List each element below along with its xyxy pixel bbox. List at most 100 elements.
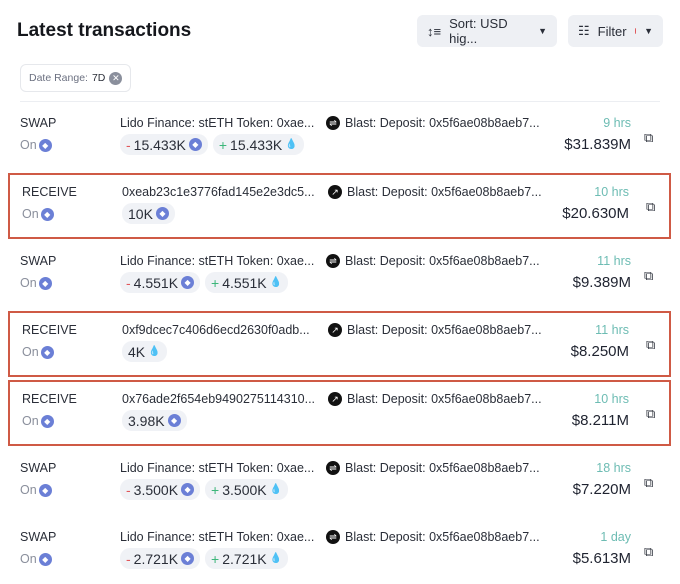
- amount-value: 4K: [128, 343, 146, 360]
- chain-label: On: [20, 276, 37, 290]
- sign: +: [211, 274, 220, 291]
- from-address[interactable]: Lido Finance: stETH Token: 0xae...: [120, 461, 315, 475]
- tx-type: SWAP: [20, 116, 57, 130]
- amount-value: 4.551K: [222, 274, 267, 291]
- to-address[interactable]: Blast: Deposit: 0x5f6ae08b8aeb7...: [345, 254, 540, 268]
- from-address[interactable]: 0xf9dcec7c406d6ecd2630f0adb...: [122, 323, 310, 337]
- chain-label: On: [22, 345, 39, 359]
- tx-time: 18 hrs: [596, 461, 631, 475]
- external-link-icon[interactable]: ⧉: [644, 544, 654, 559]
- eth-icon: ◆: [38, 552, 52, 566]
- transaction-row[interactable]: SWAP On ◆ Lido Finance: stETH Token: 0xae…: [8, 520, 671, 584]
- eth-icon: ◆: [181, 483, 195, 496]
- chain-label: On: [20, 552, 37, 566]
- from-address[interactable]: Lido Finance: stETH Token: 0xae...: [120, 254, 315, 268]
- eth-icon: ◆: [181, 276, 195, 289]
- usd-value: $9.389M: [572, 274, 631, 291]
- to-address[interactable]: Blast: Deposit: 0x5f6ae08b8aeb7...: [347, 392, 542, 406]
- sign: -: [126, 550, 131, 567]
- arrow-up-right-icon: ↗: [328, 185, 342, 199]
- amounts: -4.551K ◆ +4.551K 💧: [120, 272, 289, 293]
- to-address[interactable]: Blast: Deposit: 0x5f6ae08b8aeb7...: [347, 185, 542, 199]
- tx-time: 1 day: [600, 530, 631, 544]
- external-link-icon[interactable]: ⧉: [646, 199, 656, 214]
- steth-icon: 💧: [269, 277, 283, 288]
- transaction-row[interactable]: SWAP On ◆ Lido Finance: stETH Token: 0xae…: [8, 451, 671, 515]
- external-link-icon[interactable]: ⧉: [644, 130, 654, 145]
- steth-icon: 💧: [269, 484, 283, 495]
- to-address[interactable]: Blast: Deposit: 0x5f6ae08b8aeb7...: [345, 530, 540, 544]
- date-range-chip[interactable]: Date Range: 7D ✕: [20, 64, 132, 92]
- external-link-icon[interactable]: ⧉: [644, 268, 654, 283]
- from-address[interactable]: 0xeab23c1e3776fad145e2e3dc5...: [122, 185, 315, 199]
- chain: On ◆: [22, 207, 54, 221]
- tx-type: RECEIVE: [22, 185, 77, 199]
- eth-icon: ◆: [38, 138, 52, 152]
- eth-icon: ◆: [38, 276, 52, 290]
- tx-type: SWAP: [20, 254, 57, 268]
- to-address[interactable]: Blast: Deposit: 0x5f6ae08b8aeb7...: [345, 461, 540, 475]
- amount-value: 15.433K: [230, 136, 283, 153]
- usd-value: $5.613M: [572, 550, 631, 567]
- swap-icon: ⇌: [326, 530, 340, 544]
- amount-pill: +3.500K 💧: [205, 479, 289, 500]
- usd-value: $7.220M: [572, 481, 631, 498]
- external-link-icon[interactable]: ⧉: [646, 406, 656, 421]
- transaction-row[interactable]: SWAP On ◆ Lido Finance: stETH Token: 0xae…: [8, 244, 671, 308]
- tx-time: 9 hrs: [603, 116, 631, 130]
- usd-value: $31.839M: [564, 136, 631, 153]
- eth-icon: ◆: [38, 483, 52, 497]
- amount-value: 3.500K: [133, 481, 179, 498]
- caret-down-icon: ▼: [644, 26, 653, 36]
- filter-button[interactable]: ☷ Filter ▼: [568, 15, 663, 47]
- from-address[interactable]: 0x76ade2f654eb9490275114310...: [122, 392, 316, 406]
- usd-value: $20.630M: [562, 205, 629, 222]
- tx-time: 10 hrs: [594, 392, 629, 406]
- transaction-row[interactable]: RECEIVE On ◆ 0xeab23c1e3776fad145e2e3dc5.…: [8, 173, 671, 239]
- external-link-icon[interactable]: ⧉: [644, 475, 654, 490]
- amount-pill: -2.721K ◆: [120, 548, 201, 569]
- amount-pill: -4.551K ◆: [120, 272, 201, 293]
- close-icon[interactable]: ✕: [109, 71, 123, 85]
- swap-icon: ⇌: [326, 254, 340, 268]
- from-address[interactable]: Lido Finance: stETH Token: 0xae...: [120, 116, 315, 130]
- chain-label: On: [22, 414, 39, 428]
- arrow-up-right-icon: ↗: [328, 392, 342, 406]
- transaction-row[interactable]: SWAP On ◆ Lido Finance: stETH Token: 0xae…: [8, 106, 671, 170]
- chip-value: 7D: [91, 72, 106, 84]
- chain: On ◆: [22, 345, 54, 359]
- chain: On ◆: [20, 552, 52, 566]
- divider: [20, 101, 660, 102]
- tx-type: SWAP: [20, 530, 57, 544]
- chip-label: Date Range:: [29, 72, 88, 84]
- chain-label: On: [22, 207, 39, 221]
- usd-value: $8.211M: [571, 412, 629, 429]
- amount-pill: +15.433K 💧: [212, 134, 304, 155]
- amount-pill: +4.551K 💧: [205, 272, 289, 293]
- arrow-up-right-icon: ↗: [328, 323, 342, 337]
- to-address[interactable]: Blast: Deposit: 0x5f6ae08b8aeb7...: [345, 116, 540, 130]
- sort-button[interactable]: ↕≡ Sort: USD hig... ▼: [417, 15, 557, 47]
- steth-icon: 💧: [269, 553, 283, 564]
- sign: +: [218, 136, 228, 153]
- tx-time: 10 hrs: [594, 185, 629, 199]
- from-address[interactable]: Lido Finance: stETH Token: 0xae...: [120, 530, 315, 544]
- amounts: 4K 💧: [122, 341, 167, 362]
- amount-value: 3.500K: [222, 481, 267, 498]
- chain-label: On: [20, 483, 37, 497]
- transaction-row[interactable]: RECEIVE On ◆ 0x76ade2f654eb9490275114310.…: [8, 380, 671, 446]
- amounts: -3.500K ◆ +3.500K 💧: [120, 479, 289, 500]
- steth-icon: 💧: [285, 139, 298, 150]
- tx-type: SWAP: [20, 461, 57, 475]
- filter-active-dot: [634, 28, 637, 34]
- tx-type: RECEIVE: [22, 392, 77, 406]
- to-address[interactable]: Blast: Deposit: 0x5f6ae08b8aeb7...: [347, 323, 542, 337]
- transaction-row[interactable]: RECEIVE On ◆ 0xf9dcec7c406d6ecd2630f0adb.…: [8, 311, 671, 377]
- amount-value: 10K: [128, 205, 153, 222]
- sort-label: Sort: USD hig...: [449, 16, 508, 46]
- amounts: -2.721K ◆ +2.721K 💧: [120, 548, 289, 569]
- external-link-icon[interactable]: ⧉: [646, 337, 656, 352]
- eth-icon: ◆: [181, 552, 195, 565]
- eth-icon: ◆: [40, 414, 54, 428]
- sign: +: [211, 481, 220, 498]
